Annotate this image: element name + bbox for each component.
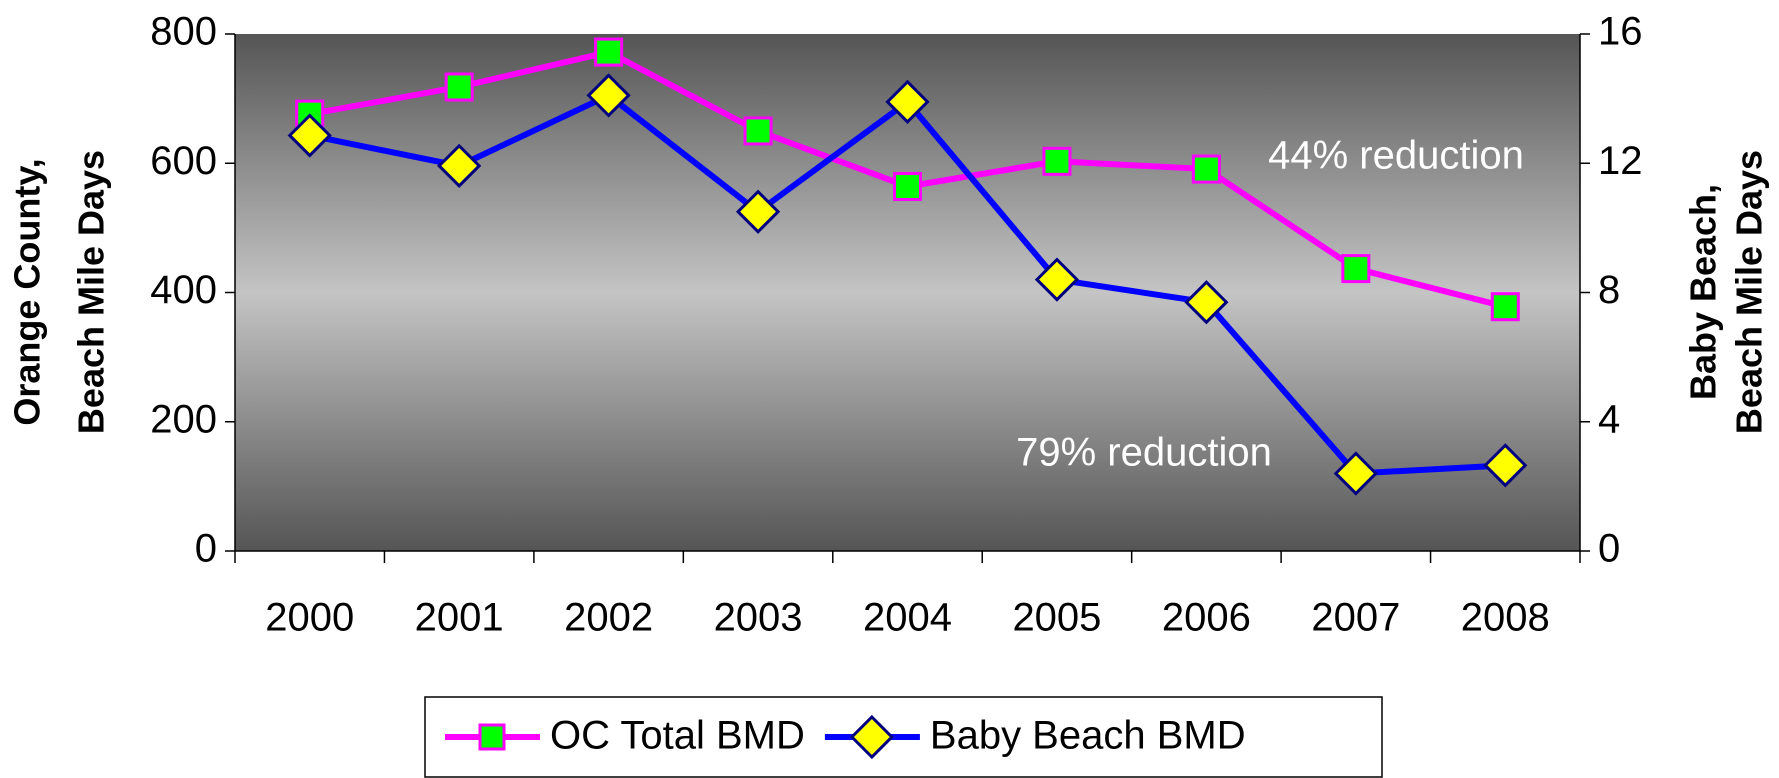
data-point <box>1042 146 1072 176</box>
annotation: 44% reduction <box>1268 134 1524 178</box>
data-point <box>735 189 781 234</box>
y2-tick-label: 12 <box>1598 139 1643 183</box>
x-tick-label: 2002 <box>564 596 653 640</box>
x-tick-label: 2005 <box>1012 596 1101 640</box>
x-tick-label: 2001 <box>415 596 504 640</box>
y2-tick-label: 0 <box>1598 527 1620 571</box>
y2-axis-title: Beach Mile Days <box>1729 150 1770 434</box>
y2-tick-label: 4 <box>1598 397 1620 441</box>
x-tick-label: 2006 <box>1162 596 1251 640</box>
data-point <box>437 143 482 188</box>
y2-tick-label: 8 <box>1598 268 1620 312</box>
data-point <box>586 73 631 118</box>
data-point <box>1191 154 1221 184</box>
data-point <box>1341 254 1371 284</box>
data-point <box>1034 257 1080 302</box>
data-point <box>1184 280 1229 325</box>
y-tick-label: 0 <box>195 527 217 571</box>
data-point <box>1483 443 1528 488</box>
x-tick-label: 2004 <box>863 596 952 640</box>
y2-axis-title: Baby Beach, <box>1683 184 1724 400</box>
legend-label: OC Total BMD <box>550 714 805 758</box>
data-point <box>1333 451 1378 496</box>
x-tick-label: 2000 <box>265 596 354 640</box>
y-tick-label: 800 <box>150 10 217 54</box>
y-axis-title: Orange County, <box>7 158 48 425</box>
x-tick-label: 2003 <box>714 596 803 640</box>
x-tick-label: 2008 <box>1461 596 1550 640</box>
x-tick-label: 2007 <box>1311 596 1400 640</box>
legend-marker <box>849 714 895 760</box>
y-tick-label: 600 <box>150 139 217 183</box>
data-point <box>1490 292 1520 322</box>
y2-tick-label: 16 <box>1598 10 1643 54</box>
y-axis-title: Beach Mile Days <box>71 150 112 434</box>
annotation: 79% reduction <box>1016 431 1272 475</box>
y-tick-label: 200 <box>150 397 217 441</box>
legend-label: Baby Beach BMD <box>930 714 1246 758</box>
data-point <box>444 72 474 102</box>
data-point <box>893 172 922 202</box>
data-point <box>743 116 773 146</box>
legend-marker <box>478 723 506 751</box>
data-point <box>594 37 624 67</box>
y-tick-label: 400 <box>150 268 217 312</box>
data-point <box>885 79 930 124</box>
data-point <box>287 113 332 158</box>
